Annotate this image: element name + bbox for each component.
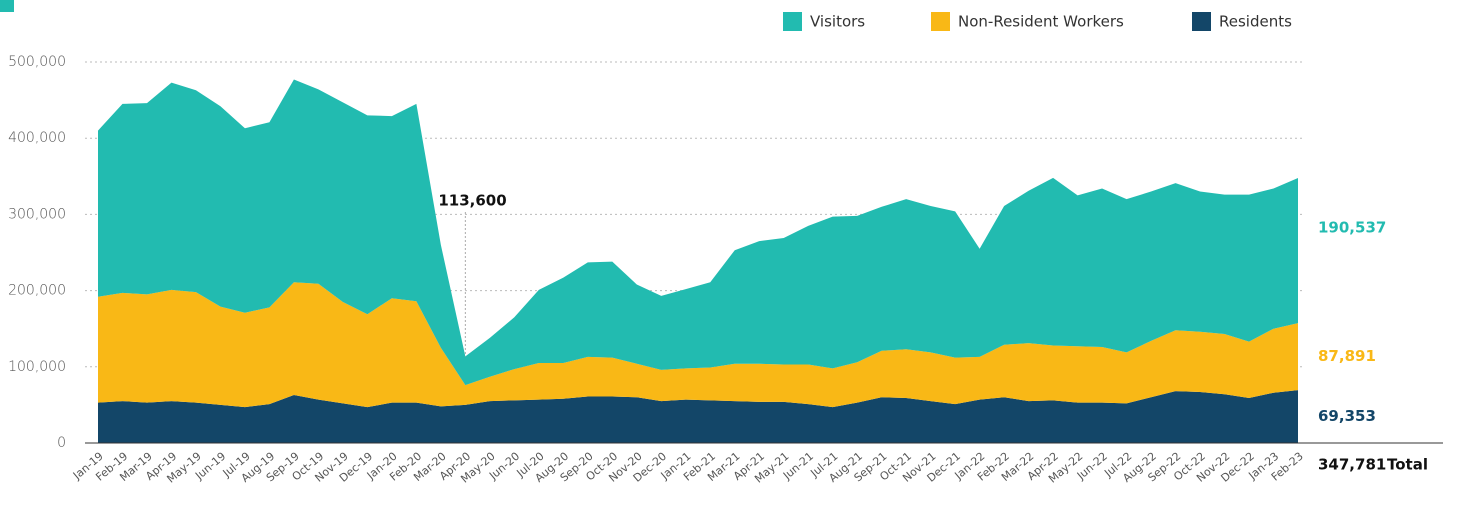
legend-label: Visitors <box>810 13 865 31</box>
legend-swatch <box>783 12 802 31</box>
area <box>98 79 1298 386</box>
y-tick-label: 300,000 <box>8 206 66 222</box>
area <box>98 282 1298 408</box>
end-label: 190,537 <box>1318 218 1386 236</box>
legend-swatch <box>931 12 950 31</box>
total-text: Total <box>1387 456 1428 474</box>
y-tick-label: 500,000 <box>8 54 66 70</box>
total-value: 347,781 <box>1318 456 1386 474</box>
area <box>98 390 1298 443</box>
end-label: 87,891 <box>1318 347 1376 365</box>
annotation-label: 113,600 <box>438 192 506 210</box>
y-tick-label: 400,000 <box>8 130 66 146</box>
legend-label: Non-Resident Workers <box>958 13 1124 31</box>
end-label: 69,353 <box>1318 407 1376 425</box>
y-tick-label: 0 <box>57 435 66 451</box>
y-tick-label: 100,000 <box>8 359 66 375</box>
y-tick-label: 200,000 <box>8 283 66 299</box>
legend-label: Residents <box>1219 13 1292 31</box>
legend-swatch <box>1192 12 1211 31</box>
corner-icon <box>0 0 14 12</box>
